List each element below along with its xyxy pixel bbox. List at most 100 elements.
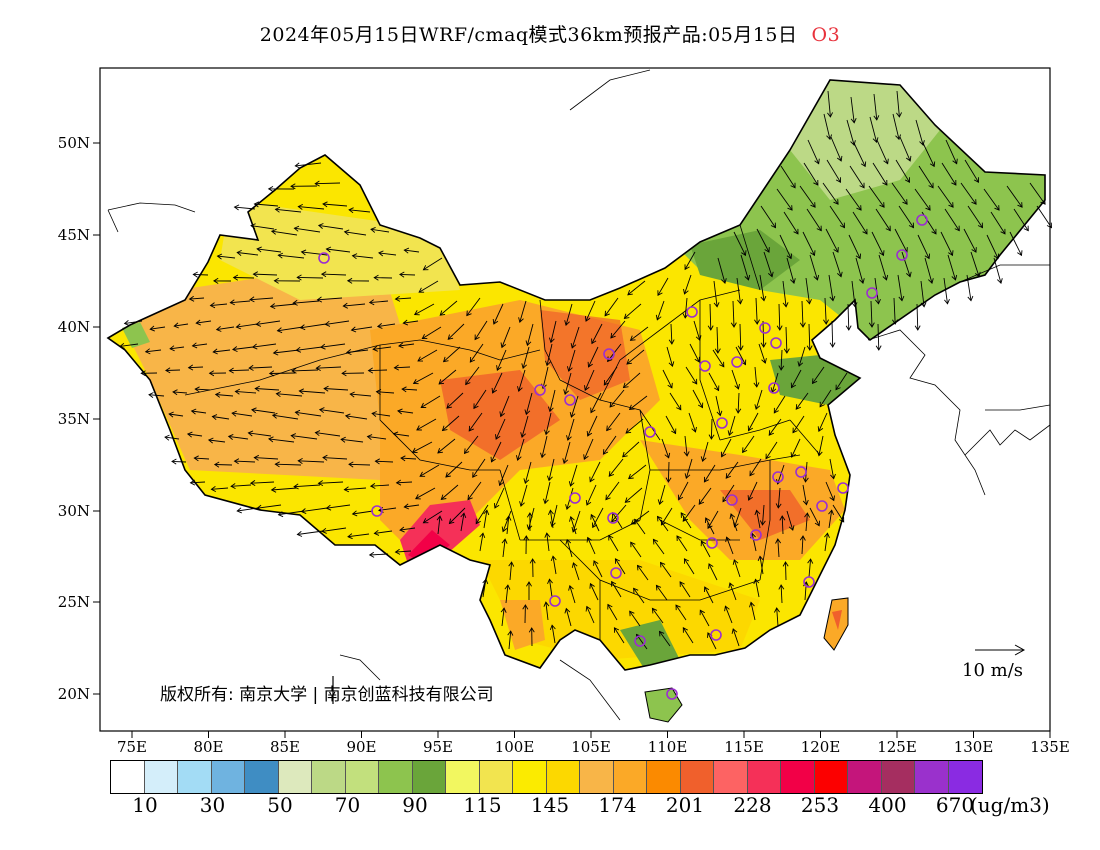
wind-arrow-head — [207, 437, 214, 444]
wind-arrow-head — [708, 563, 714, 569]
wind-arrow — [251, 409, 276, 414]
wind-arrow-head — [231, 410, 237, 417]
wind-arrow — [762, 320, 765, 348]
wind-arrow — [213, 349, 231, 353]
wind-arrow — [659, 631, 671, 647]
wind-arrow-head — [528, 627, 535, 633]
wind-arrow-head — [879, 250, 885, 257]
wind-arrow — [765, 441, 778, 459]
station-marker — [603, 348, 615, 360]
wind-arrow — [891, 182, 908, 205]
wind-arrow-head — [524, 409, 531, 416]
wind-arrow — [756, 510, 761, 529]
wind-arrow-head — [491, 387, 498, 394]
wind-arrow — [829, 205, 845, 228]
wind-arrow-head — [274, 206, 281, 213]
wind-arrow — [712, 349, 725, 368]
wind-arrow — [966, 274, 972, 301]
wind-arrow — [869, 116, 878, 143]
wind-arrow-head — [590, 407, 596, 414]
wind-arrow — [474, 320, 488, 340]
wind-arrow — [773, 395, 786, 414]
wind-arrow — [801, 300, 804, 328]
wind-arrow-head — [602, 449, 609, 455]
wind-arrow-head — [277, 511, 284, 518]
legend-swatch — [211, 761, 245, 793]
wind-arrow-head — [395, 479, 402, 486]
wind-arrow-head — [807, 558, 814, 564]
wind-arrow — [170, 346, 185, 350]
wind-arrow-head — [671, 428, 677, 435]
wind-arrow-head — [446, 403, 452, 409]
wind-arrow — [584, 369, 595, 391]
wind-arrow — [993, 257, 1002, 284]
wind-arrow — [499, 464, 509, 486]
wind-arrow — [460, 513, 465, 532]
wind-arrow — [1006, 185, 1023, 208]
wind-arrow-head — [802, 477, 809, 483]
wind-arrow — [506, 516, 510, 535]
legend-tick-label: 253 — [800, 793, 840, 817]
wind-arrow — [291, 369, 319, 372]
wind-arrow-head — [882, 179, 888, 186]
wind-arrow-head — [920, 302, 927, 308]
legend-tick-label: 400 — [868, 793, 907, 817]
wind-arrow-head — [216, 253, 223, 260]
legend-tick-label: 670 — [935, 793, 975, 817]
wind-arrow-head — [826, 134, 833, 141]
wind-arrow-head — [668, 361, 675, 368]
wind-arrow — [326, 248, 351, 253]
wind-arrow-head — [850, 118, 857, 124]
wind-arrow — [550, 320, 557, 343]
wind-arrow — [370, 484, 390, 487]
wind-arrow — [299, 390, 326, 394]
wind-arrow — [780, 165, 796, 189]
wind-arrow — [276, 393, 303, 397]
wind-arrow-head — [829, 342, 836, 348]
wind-arrow — [187, 433, 203, 437]
wind-arrow — [438, 369, 457, 385]
wind-arrow-head — [375, 388, 382, 395]
wind-arrow — [749, 458, 762, 476]
wind-arrow-head — [463, 448, 470, 455]
wind-arrow — [237, 252, 259, 256]
wind-arrow-head — [420, 402, 427, 408]
wind-arrow — [549, 510, 554, 529]
wind-arrow — [501, 326, 511, 348]
wind-arrow — [777, 487, 781, 508]
wind-arrow — [372, 412, 391, 417]
wind-arrow-head — [839, 516, 845, 523]
wind-arrow-head — [193, 455, 199, 462]
wind-arrow — [169, 413, 184, 417]
wind-arrow — [551, 504, 558, 527]
wind-arrow — [818, 435, 824, 456]
wind-arrow-head — [490, 456, 496, 463]
wind-arrow-head — [1023, 225, 1029, 232]
wind-arrow-head — [628, 473, 634, 480]
wind-arrow-head — [790, 382, 797, 389]
wind-arrow-head — [829, 295, 836, 302]
wind-arrow-head — [1000, 228, 1006, 235]
wind-arrow-head — [518, 317, 524, 323]
wind-arrow — [657, 516, 669, 532]
wind-arrow — [822, 182, 839, 205]
wind-arrow-head — [948, 250, 954, 257]
wind-arrow-head — [369, 483, 376, 489]
wind-arrow — [565, 303, 573, 326]
wind-arrow — [877, 323, 880, 351]
wind-arrow — [878, 254, 887, 281]
wind-arrow — [615, 558, 626, 575]
legend-tick-label: 145 — [530, 793, 570, 817]
wind-arrow-head — [460, 512, 467, 519]
wind-arrow-head — [682, 516, 688, 522]
wind-arrow-head — [295, 346, 302, 353]
wind-arrow-head — [792, 427, 798, 434]
wind-arrow-head — [837, 271, 843, 278]
wind-arrow — [464, 435, 479, 454]
legend-swatch — [647, 761, 681, 793]
wind-arrow — [733, 231, 746, 256]
wind-arrow — [544, 481, 551, 504]
wind-arrow — [189, 297, 205, 300]
wind-arrow-head — [613, 627, 620, 633]
wind-arrow-head — [479, 532, 486, 539]
